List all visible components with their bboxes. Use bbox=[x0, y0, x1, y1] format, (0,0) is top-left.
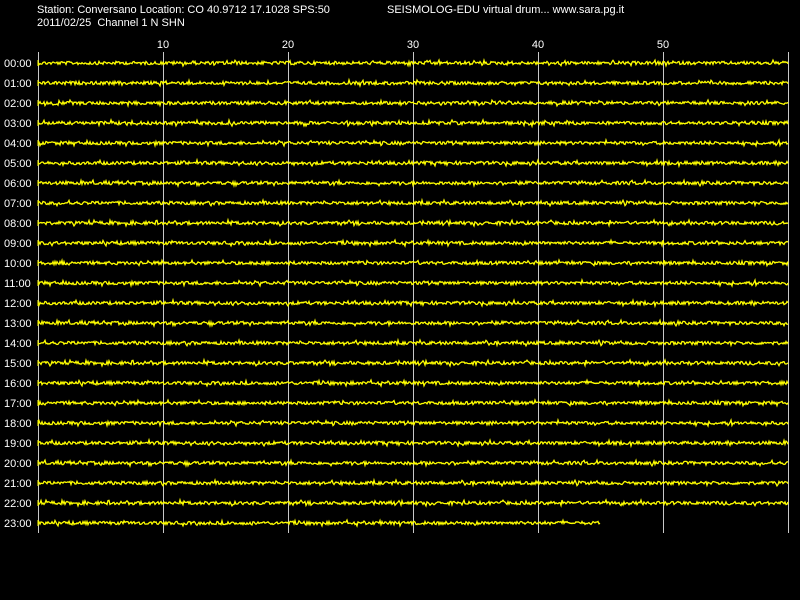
trace-row bbox=[37, 157, 789, 169]
hour-label: 19:00 bbox=[4, 438, 32, 450]
hour-label: 10:00 bbox=[4, 258, 32, 270]
hour-label: 09:00 bbox=[4, 238, 32, 250]
hour-label: 17:00 bbox=[4, 398, 32, 410]
station-info: Station: Conversano Location: CO 40.9712… bbox=[37, 4, 330, 16]
hour-label: 03:00 bbox=[4, 118, 32, 130]
trace-row bbox=[37, 117, 789, 129]
trace-row bbox=[37, 297, 789, 309]
trace-row bbox=[37, 77, 789, 88]
trace-row bbox=[37, 137, 789, 148]
trace-row bbox=[37, 357, 789, 368]
hour-label: 05:00 bbox=[4, 158, 32, 170]
hour-label: 12:00 bbox=[4, 298, 32, 310]
hour-label: 15:00 bbox=[4, 358, 32, 370]
hour-label: 06:00 bbox=[4, 178, 32, 190]
minute-label-50: 50 bbox=[657, 39, 669, 51]
minute-label-40: 40 bbox=[532, 39, 544, 51]
trace-row bbox=[37, 477, 789, 488]
minute-label-20: 20 bbox=[282, 39, 294, 51]
trace-row bbox=[37, 458, 789, 468]
trace-row bbox=[37, 497, 789, 508]
trace-row bbox=[37, 518, 601, 528]
trace-row bbox=[37, 178, 789, 188]
trace-row bbox=[37, 57, 789, 68]
hour-label: 14:00 bbox=[4, 338, 32, 350]
trace-row bbox=[37, 437, 789, 449]
hour-label: 23:00 bbox=[4, 518, 32, 530]
hour-label: 00:00 bbox=[4, 58, 32, 70]
minute-axis: 10 20 30 40 50 bbox=[157, 39, 669, 51]
trace-row bbox=[37, 217, 789, 228]
minute-grid bbox=[38, 52, 789, 533]
trace-row bbox=[37, 238, 789, 248]
trace-row bbox=[37, 258, 789, 268]
hour-label: 13:00 bbox=[4, 318, 32, 330]
hour-axis: 00:00 01:00 02:00 03:00 04:00 05:00 06:00 07:00… bbox=[4, 58, 32, 530]
trace-row bbox=[37, 398, 789, 408]
trace-row bbox=[37, 197, 789, 208]
hour-label: 21:00 bbox=[4, 478, 32, 490]
trace-row bbox=[37, 318, 789, 328]
hour-label: 01:00 bbox=[4, 78, 32, 90]
hour-label: 16:00 bbox=[4, 378, 32, 390]
minute-label-10: 10 bbox=[157, 39, 169, 51]
trace-row bbox=[37, 337, 789, 348]
hour-label: 02:00 bbox=[4, 98, 32, 110]
trace-row bbox=[37, 417, 789, 428]
trace-row bbox=[37, 98, 789, 108]
hour-label: 22:00 bbox=[4, 498, 32, 510]
hour-label: 20:00 bbox=[4, 458, 32, 470]
hour-label: 11:00 bbox=[4, 278, 31, 290]
trace-row bbox=[37, 277, 789, 288]
trace-row bbox=[37, 378, 789, 388]
hour-label: 08:00 bbox=[4, 218, 32, 230]
hour-label: 07:00 bbox=[4, 198, 32, 210]
trace-rows bbox=[37, 57, 789, 528]
minute-label-30: 30 bbox=[407, 39, 419, 51]
hour-label: 18:00 bbox=[4, 418, 32, 430]
date-channel-info: 2011/02/25 Channel 1 N SHN bbox=[37, 17, 185, 29]
app-title: SEISMOLOG-EDU virtual drum... www.sara.p… bbox=[387, 4, 625, 16]
hour-label: 04:00 bbox=[4, 138, 32, 150]
